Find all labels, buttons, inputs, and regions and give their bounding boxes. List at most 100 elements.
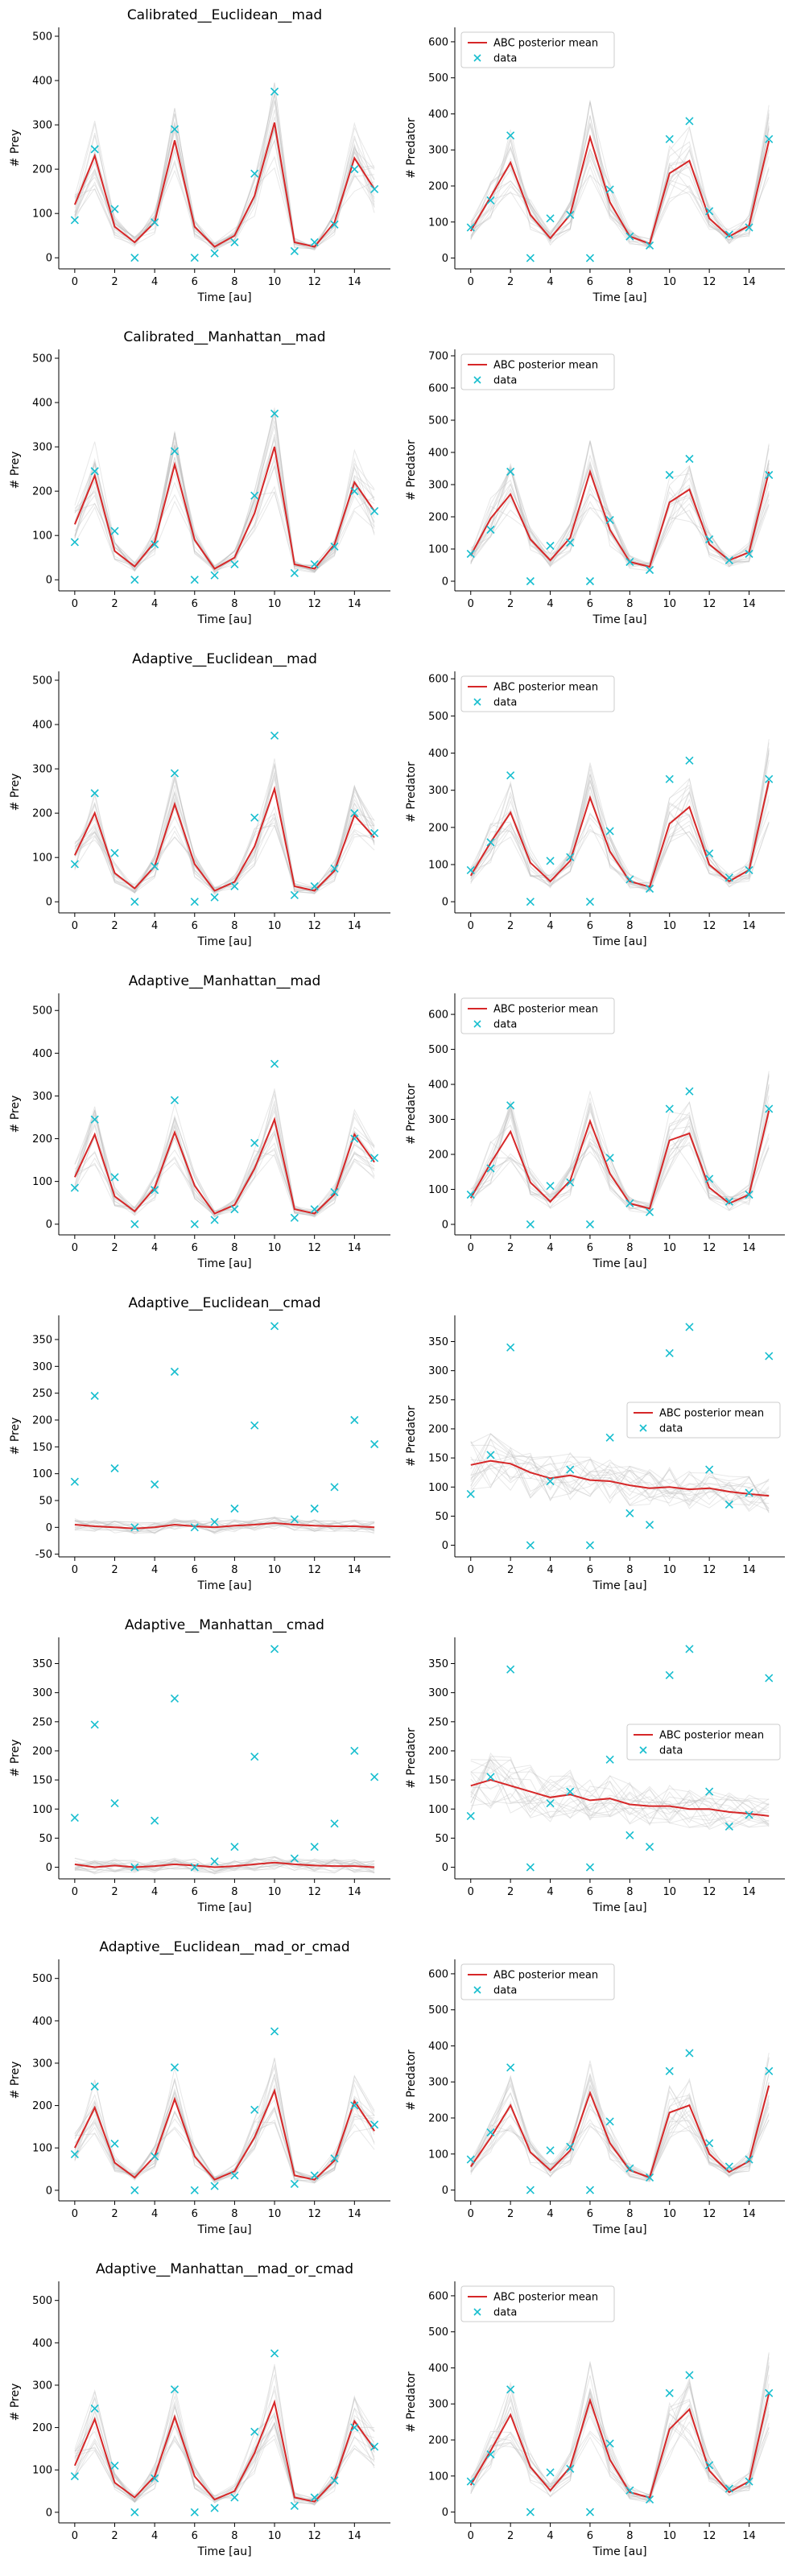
data-point-marker bbox=[685, 2371, 694, 2380]
data-point-marker bbox=[585, 576, 595, 586]
y-tick-label: 0 bbox=[442, 1219, 448, 1231]
y-tick-label: 100 bbox=[428, 860, 448, 872]
x-tick-label: 10 bbox=[268, 920, 282, 932]
y-tick-label: 100 bbox=[428, 1482, 448, 1494]
panel-title: Adaptive__Manhattan__mad bbox=[129, 973, 321, 989]
data-point-marker bbox=[170, 1367, 180, 1377]
data-point-marker bbox=[724, 230, 733, 239]
posterior-sample-line bbox=[470, 2077, 770, 2180]
x-tick-label: 14 bbox=[348, 2530, 361, 2542]
x-tick-label: 12 bbox=[308, 920, 321, 932]
posterior-sample-line bbox=[74, 1109, 375, 1218]
legend: ABC posterior mean data bbox=[460, 31, 615, 68]
posterior-sample-line bbox=[470, 1071, 770, 1207]
posterior-sample-line bbox=[74, 1860, 375, 1872]
y-tick-label: 400 bbox=[428, 448, 448, 460]
x-tick-label: 14 bbox=[348, 1564, 361, 1576]
x-tick-label: 6 bbox=[587, 920, 593, 932]
posterior-sample-line bbox=[470, 1449, 770, 1511]
posterior-sample-line bbox=[470, 1769, 770, 1825]
data-point-marker bbox=[151, 1816, 159, 1825]
data-point-marker bbox=[526, 1541, 535, 1550]
data-point-marker bbox=[745, 2477, 753, 2486]
x-tick-label: 10 bbox=[268, 1886, 282, 1898]
legend-data-label: data bbox=[493, 1985, 517, 1997]
y-tick-label: 100 bbox=[428, 1184, 448, 1196]
x-tick-label: 14 bbox=[742, 1564, 756, 1576]
posterior-sample-line bbox=[470, 467, 770, 568]
posterior-sample-line bbox=[74, 1518, 375, 1534]
x-tick-label: 6 bbox=[192, 276, 198, 288]
y-tick-label: 500 bbox=[32, 353, 52, 365]
data-point-marker bbox=[151, 1480, 159, 1489]
data-point-marker bbox=[190, 254, 199, 262]
posterior-sample-line bbox=[74, 1858, 375, 1872]
y-tick-label: 600 bbox=[428, 1968, 448, 1980]
data-point-marker bbox=[250, 813, 259, 822]
x-tick-label: 6 bbox=[192, 2530, 198, 2542]
data-point-marker bbox=[645, 1208, 654, 1216]
x-tick-label: 10 bbox=[268, 2530, 282, 2542]
data-point-marker bbox=[724, 1500, 733, 1509]
panel-9: 0 2 4 6 8 10 12 14 -50 0 50 100 150 200 250 300 350 Time … bbox=[9, 1295, 390, 1592]
data-point-marker bbox=[190, 1523, 199, 1532]
data-point-marker bbox=[546, 1476, 555, 1486]
y-tick-label: 150 bbox=[428, 1453, 448, 1465]
data-point-marker bbox=[724, 2162, 733, 2171]
posterior-sample-line bbox=[470, 467, 770, 566]
legend-data-swatch bbox=[473, 698, 481, 706]
data-point-marker bbox=[705, 849, 714, 858]
data-point-marker bbox=[745, 1190, 753, 1199]
posterior-sample-line bbox=[74, 431, 375, 572]
panel-3: 0 2 4 6 8 10 12 14 0 100 200 300 400 500 Time [au] # Pr… bbox=[9, 329, 390, 626]
panel-title: Adaptive__Manhattan__cmad bbox=[125, 1617, 324, 1633]
legend-data-label: data bbox=[493, 53, 517, 65]
posterior-sample-line bbox=[470, 2363, 770, 2500]
y-tick-label: 600 bbox=[428, 1009, 448, 1022]
x-axis-label: Time [au] bbox=[592, 291, 646, 304]
legend-frame bbox=[460, 1963, 615, 2000]
data-point-marker bbox=[765, 1104, 774, 1113]
y-tick-label: 100 bbox=[32, 208, 52, 221]
x-tick-label: 2 bbox=[111, 1242, 118, 1254]
posterior-sample-line bbox=[470, 109, 770, 248]
posterior-sample-line bbox=[74, 2396, 375, 2505]
posterior-sample-line bbox=[74, 758, 375, 896]
legend: ABC posterior mean data bbox=[460, 2285, 615, 2322]
y-tick-label: 300 bbox=[32, 1361, 52, 1373]
y-tick-label: 400 bbox=[428, 2363, 448, 2375]
posterior-sample-line bbox=[470, 2080, 770, 2177]
data-point-marker bbox=[90, 2404, 99, 2413]
posterior-sample-line bbox=[74, 1858, 375, 1874]
data-point-marker bbox=[605, 2117, 614, 2126]
legend-data-label: data bbox=[493, 2307, 517, 2319]
data-point-marker bbox=[290, 1213, 299, 1222]
x-tick-label: 4 bbox=[151, 920, 158, 932]
data-point-marker bbox=[506, 467, 515, 477]
data-point-marker bbox=[486, 525, 495, 535]
legend: ABC posterior mean data bbox=[626, 1402, 781, 1439]
posterior-sample-line bbox=[470, 774, 770, 893]
panel-6: 0 2 4 6 8 10 12 14 0 100 200 300 400 500 600 Time [au] #… bbox=[405, 671, 785, 948]
y-tick-label: 0 bbox=[46, 1219, 52, 1231]
y-tick-label: 400 bbox=[32, 2016, 52, 2028]
y-tick-label: -50 bbox=[35, 1549, 52, 1561]
x-tick-label: 0 bbox=[468, 2530, 474, 2542]
x-tick-label: 12 bbox=[703, 2208, 716, 2220]
data-point-marker bbox=[210, 571, 219, 580]
data-point-marker bbox=[705, 2461, 714, 2470]
posterior-sample-line bbox=[470, 163, 770, 244]
y-tick-label: 300 bbox=[32, 2058, 52, 2070]
data-point-marker bbox=[370, 1439, 379, 1449]
posterior-sample-line bbox=[470, 2057, 770, 2180]
posterior-mean-line bbox=[469, 134, 770, 246]
posterior-sample-line bbox=[74, 410, 375, 573]
posterior-sample-line bbox=[470, 739, 770, 892]
data-point-marker bbox=[665, 1104, 674, 1113]
y-tick-label: 100 bbox=[428, 2149, 448, 2161]
y-tick-label: 200 bbox=[428, 181, 448, 193]
y-axis-label: # Predator bbox=[405, 118, 418, 179]
data-point-marker bbox=[466, 2155, 475, 2164]
x-tick-label: 8 bbox=[626, 920, 633, 932]
data-point-marker bbox=[370, 828, 379, 837]
